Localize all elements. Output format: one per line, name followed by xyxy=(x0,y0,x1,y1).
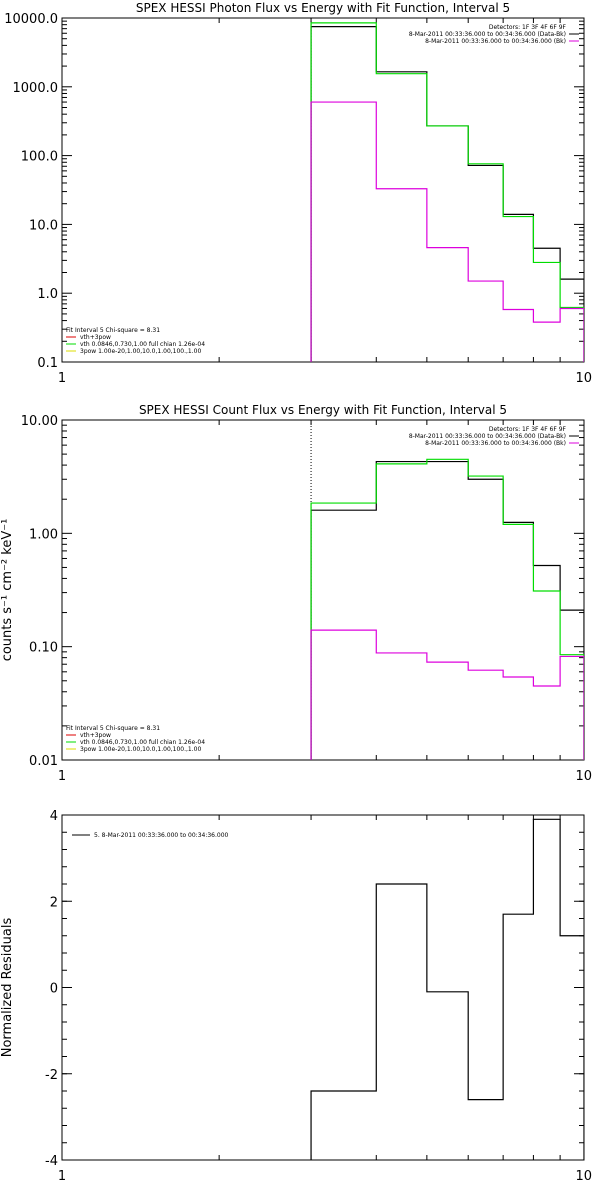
legend-top-right-text: Detectors: 1F 3F 4F 6F 9F xyxy=(489,24,567,31)
series-2-histogram xyxy=(310,22,584,362)
y-tick-label: -2 xyxy=(45,1068,58,1083)
legend-bottom-left-text: vth 0.0846,0.730,1.00 full chian 1.26e-0… xyxy=(80,739,205,746)
y-tick-label: 10.00 xyxy=(21,414,58,429)
y-tick-label: 10000.0 xyxy=(4,12,58,27)
plot-frame xyxy=(61,814,585,1161)
x-tick-label: 1 xyxy=(58,371,66,386)
x-tick-label: 10 xyxy=(575,769,592,784)
legend-top-right-text: 8-Mar-2011 00:33:36.000 to 00:34:36.000 … xyxy=(409,31,566,38)
y-tick-label: 1.0 xyxy=(37,287,58,302)
series-group xyxy=(310,22,584,362)
y-tick-label: 0.01 xyxy=(29,754,58,769)
series-group xyxy=(310,818,584,1160)
series-1-histogram xyxy=(310,25,584,362)
panel-2 xyxy=(61,419,585,761)
plot-frame xyxy=(61,17,585,363)
series-1-histogram xyxy=(310,818,584,1160)
y-tick-label: 0.10 xyxy=(29,641,58,656)
y-tick-label: 2 xyxy=(50,895,58,910)
series-3-histogram xyxy=(310,101,584,362)
legend-bottom-left-text: vth+3pow xyxy=(80,732,111,739)
legend-top-right-text: 8-Mar-2011 00:33:36.000 to 00:34:36.000 … xyxy=(409,433,566,440)
series-3-histogram xyxy=(310,629,584,760)
y-tick-label: 1000.0 xyxy=(13,81,59,96)
series-1-histogram xyxy=(310,460,584,760)
x-tick-label: 10 xyxy=(575,1169,592,1184)
y-tick-label: -4 xyxy=(45,1154,58,1169)
x-tick-label: 10 xyxy=(575,371,592,386)
legend-bottom-left-text: 3pow 1.00e-20,1.00,10.0,1.00,100.,1.00 xyxy=(80,348,201,355)
panel-3 xyxy=(61,814,585,1161)
chart-title: SPEX HESSI Photon Flux vs Energy with Fi… xyxy=(136,1,510,15)
series-group xyxy=(310,458,584,760)
y-tick-label: 4 xyxy=(50,809,58,824)
x-tick-label: 1 xyxy=(58,769,66,784)
legend-bottom-left-text: 3pow 1.00e-20,1.00,10.0,1.00,100.,1.00 xyxy=(80,746,201,753)
y-tick-label: 0.1 xyxy=(37,356,58,371)
y-tick-label: 10.0 xyxy=(29,218,58,233)
plot-frame xyxy=(61,419,585,761)
legend-top-left-text: 5. 8-Mar-2011 00:33:36.000 to 00:34:36.0… xyxy=(94,832,229,839)
legend-top-right-text: 8-Mar-2011 00:33:36.000 to 00:34:36.000 … xyxy=(425,38,566,45)
y-tick-label: 1.00 xyxy=(29,527,58,542)
legend-top-right-text: Detectors: 1F 3F 4F 6F 9F xyxy=(489,426,567,433)
series-2-histogram xyxy=(310,458,584,760)
panel-1 xyxy=(61,17,585,363)
y-tick-label: 100.0 xyxy=(21,150,58,165)
x-tick-label: 1 xyxy=(58,1169,66,1184)
y-tick-label: 0 xyxy=(50,982,58,997)
legend-bottom-left-text: vth+3pow xyxy=(80,334,111,341)
legend-bottom-left-text: Fit Interval 5 Chi-square = 8.31 xyxy=(66,327,160,334)
legend-bottom-left-text: vth 0.0846,0.730,1.00 full chian 1.26e-0… xyxy=(80,341,205,348)
legend-bottom-left-text: Fit Interval 5 Chi-square = 8.31 xyxy=(66,725,160,732)
legend-top-right-text: 8-Mar-2011 00:33:36.000 to 00:34:36.000 … xyxy=(425,440,566,447)
y-axis-label: Normalized Residuals xyxy=(0,918,15,1058)
chart-title: SPEX HESSI Count Flux vs Energy with Fit… xyxy=(139,403,507,417)
y-axis-label: counts s⁻¹ cm⁻² keV⁻¹ xyxy=(0,519,15,662)
